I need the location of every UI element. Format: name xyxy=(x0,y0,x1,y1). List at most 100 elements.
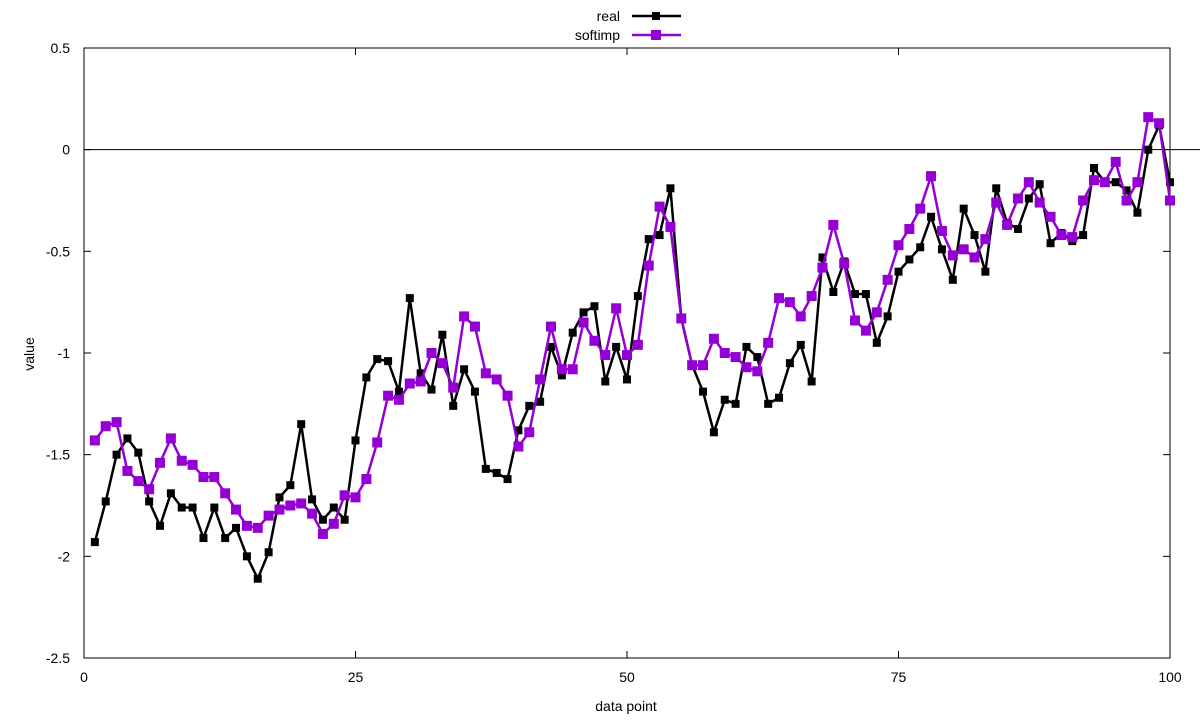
data-point-real xyxy=(970,231,979,240)
data-point-softimp xyxy=(719,348,730,358)
y-axis-title: value xyxy=(21,337,37,371)
x-tick-label: 50 xyxy=(619,669,635,685)
data-point-softimp xyxy=(915,203,926,214)
series-real xyxy=(90,121,1174,583)
data-point-real xyxy=(340,515,349,524)
legend-label-softimp: softimp xyxy=(575,27,620,43)
data-point-real xyxy=(937,245,946,254)
data-point-real xyxy=(232,523,241,532)
data-point-softimp xyxy=(926,171,937,182)
data-point-real xyxy=(308,495,317,504)
data-point-softimp xyxy=(209,472,220,483)
data-point-softimp xyxy=(491,374,502,385)
data-point-softimp xyxy=(795,311,806,322)
data-point-softimp xyxy=(459,311,470,322)
data-point-softimp xyxy=(1110,156,1121,167)
legend-marker-softimp xyxy=(651,30,661,40)
data-point-softimp xyxy=(100,421,111,432)
data-point-real xyxy=(720,395,729,404)
data-point-real xyxy=(601,377,610,386)
data-point-real xyxy=(546,342,555,351)
data-point-real xyxy=(1122,186,1131,195)
data-point-real xyxy=(394,387,403,396)
data-point-softimp xyxy=(350,492,361,503)
data-point-softimp xyxy=(328,518,339,529)
data-point-real xyxy=(112,450,121,459)
data-point-softimp xyxy=(502,390,513,401)
data-point-softimp xyxy=(1012,193,1023,204)
x-tick-label: 75 xyxy=(891,669,907,685)
data-point-real xyxy=(655,231,664,240)
data-point-softimp xyxy=(567,364,578,375)
data-point-real xyxy=(362,373,371,382)
y-tick-label: 0.5 xyxy=(51,40,71,56)
data-point-softimp xyxy=(220,488,231,499)
data-point-real xyxy=(883,312,892,321)
data-point-softimp xyxy=(1132,177,1143,188)
data-point-real xyxy=(188,503,197,512)
data-point-softimp xyxy=(741,362,752,373)
ticks-layer: 0 25 50 75 100 -2.5 -2 -1.5 -1 -0.5 0 0.5 xyxy=(46,40,1182,685)
data-point-softimp xyxy=(307,508,318,519)
data-point-softimp xyxy=(622,350,632,361)
data-point-softimp xyxy=(545,321,556,332)
data-point-softimp xyxy=(730,352,741,363)
legend-label-real: real xyxy=(597,8,620,24)
data-point-softimp xyxy=(241,520,252,531)
data-point-softimp xyxy=(784,297,795,308)
data-point-real xyxy=(123,434,132,443)
data-point-real xyxy=(199,534,208,543)
data-point-real xyxy=(536,397,545,406)
data-point-real xyxy=(492,468,501,477)
series-line-softimp xyxy=(93,115,1172,536)
data-point-softimp xyxy=(828,219,839,230)
data-point-softimp xyxy=(578,317,589,328)
data-point-softimp xyxy=(936,226,947,236)
data-point-real xyxy=(460,365,469,374)
data-point-real xyxy=(242,552,251,561)
data-point-softimp xyxy=(958,244,969,255)
y-tick-label: -1 xyxy=(58,345,71,361)
data-point-real xyxy=(699,387,708,396)
data-point-softimp xyxy=(111,417,122,428)
data-point-real xyxy=(481,464,490,473)
data-point-softimp xyxy=(89,435,100,446)
data-point-softimp xyxy=(252,522,263,533)
data-point-real xyxy=(872,338,881,347)
x-tick-label: 100 xyxy=(1158,669,1182,685)
data-point-softimp xyxy=(231,504,242,515)
data-point-real xyxy=(221,534,230,543)
data-point-softimp xyxy=(556,364,567,375)
data-point-real xyxy=(438,330,447,339)
data-point-real xyxy=(1079,231,1088,240)
data-point-real xyxy=(959,204,968,213)
data-point-real xyxy=(981,267,990,276)
data-point-softimp xyxy=(1067,232,1078,243)
data-point-real xyxy=(156,521,165,530)
data-point-softimp xyxy=(393,394,404,405)
data-point-softimp xyxy=(155,457,166,468)
data-point-real xyxy=(992,184,1001,193)
data-point-softimp xyxy=(1045,211,1056,222)
data-point-softimp xyxy=(839,258,850,269)
data-point-softimp xyxy=(165,433,176,444)
data-point-softimp xyxy=(1154,118,1165,129)
data-point-real xyxy=(948,275,957,284)
data-point-softimp xyxy=(632,339,643,350)
data-point-real xyxy=(1133,208,1142,217)
data-point-softimp xyxy=(524,427,535,438)
data-point-real xyxy=(1144,145,1153,154)
data-point-softimp xyxy=(361,474,372,485)
data-point-softimp xyxy=(980,234,991,245)
data-point-real xyxy=(275,493,284,502)
data-point-softimp xyxy=(1002,219,1013,230)
data-point-real xyxy=(1046,239,1055,248)
data-point-softimp xyxy=(513,441,524,452)
data-point-real xyxy=(318,515,327,524)
data-point-real xyxy=(1024,194,1033,203)
data-point-softimp xyxy=(317,528,328,539)
data-point-real xyxy=(470,387,479,396)
data-point-softimp xyxy=(144,484,155,495)
data-point-real xyxy=(297,420,306,429)
